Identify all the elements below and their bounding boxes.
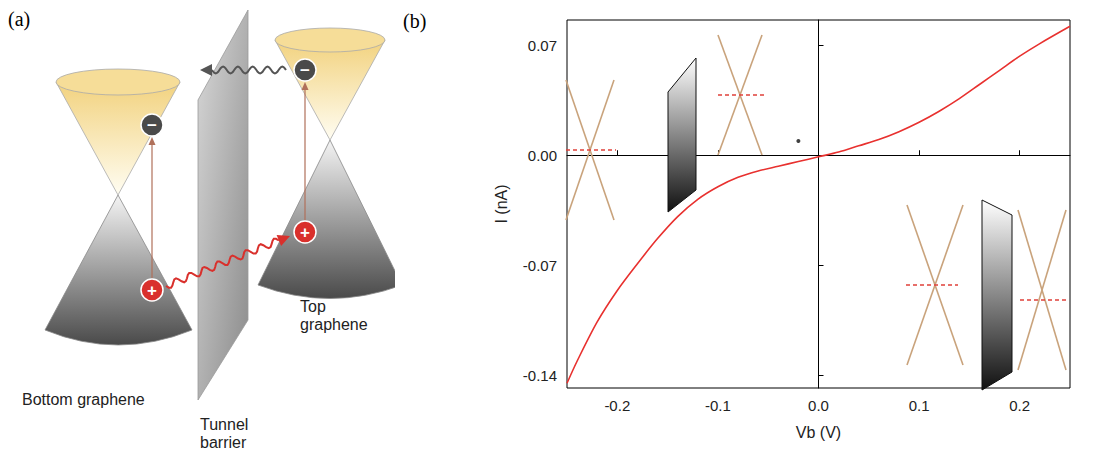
svg-text:0.00: 0.00 [528, 147, 557, 164]
svg-text:Topgraphene: Topgraphene [300, 298, 368, 333]
svg-text:0.07: 0.07 [528, 37, 557, 54]
svg-text:0.2: 0.2 [1009, 397, 1030, 414]
svg-text:0.1: 0.1 [909, 397, 930, 414]
svg-text:Vb (V): Vb (V) [796, 424, 841, 441]
svg-text:0.0: 0.0 [808, 397, 829, 414]
svg-text:-0.14: -0.14 [523, 367, 557, 384]
svg-text:−: − [300, 61, 310, 80]
svg-text:Tunnelbarrier: Tunnelbarrier [200, 416, 248, 451]
svg-text:(a): (a) [8, 8, 30, 31]
svg-text:+: + [300, 223, 310, 242]
svg-text:-0.2: -0.2 [604, 397, 630, 414]
svg-text:-0.07: -0.07 [523, 257, 557, 274]
svg-text:(b): (b) [403, 10, 426, 33]
svg-text:−: − [147, 116, 157, 135]
svg-text:+: + [147, 281, 157, 300]
svg-text:Bottom graphene: Bottom graphene [22, 391, 145, 408]
svg-text:I (nA): I (nA) [493, 184, 510, 223]
svg-text:-0.1: -0.1 [705, 397, 731, 414]
